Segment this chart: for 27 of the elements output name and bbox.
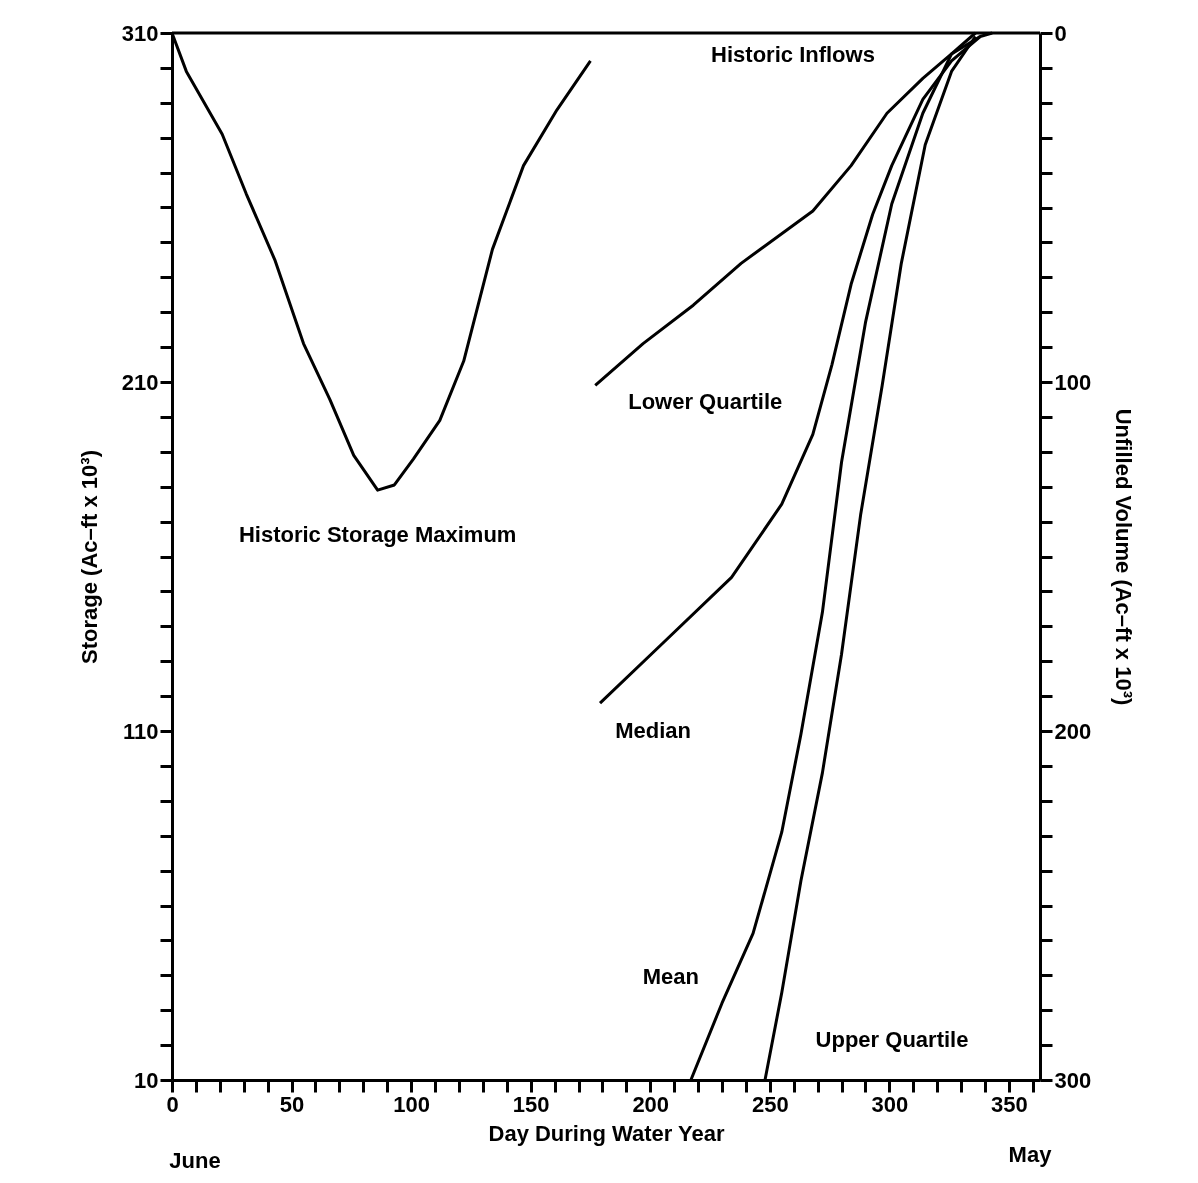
y-tick-label: 10: [134, 1067, 159, 1093]
y-tick-label: 210: [121, 369, 159, 395]
x-tick-label: 0: [166, 1091, 179, 1117]
x-tick-label: 300: [871, 1091, 909, 1117]
text: Historic Storage Maximum: [238, 522, 517, 548]
x-tick-label: 250: [751, 1091, 789, 1117]
y2-tick-label: 0: [1054, 20, 1067, 46]
x-tick-label: 350: [991, 1091, 1028, 1117]
y2-tick-label: 300: [1054, 1067, 1092, 1093]
series-label: Mean: [642, 964, 700, 989]
x-tick-label: 100: [393, 1091, 430, 1117]
y2-axis-title: Unfilled Volume (Ac–ft x 10³): [1111, 408, 1137, 706]
x-tick-label: 150: [512, 1091, 550, 1117]
y-tick-label: 110: [123, 718, 159, 744]
series-label: Upper Quartile: [815, 1027, 969, 1052]
x-tick-label: 200: [632, 1091, 670, 1117]
y-axis-title: Storage (Ac–ft x 10³): [76, 450, 102, 664]
text: June: [169, 1148, 221, 1173]
series-label: Lower Quartile: [628, 389, 783, 415]
series-label: Median: [615, 718, 691, 744]
y2-tick-label: 100: [1054, 369, 1092, 395]
text: May: [1008, 1142, 1053, 1167]
x-axis-title: Day During Water Year: [488, 1120, 725, 1146]
y-tick-label: 310: [121, 20, 159, 46]
annotation: Historic Inflows: [711, 42, 875, 67]
y2-tick-label: 200: [1054, 718, 1092, 744]
x-tick-label: 50: [279, 1091, 305, 1117]
